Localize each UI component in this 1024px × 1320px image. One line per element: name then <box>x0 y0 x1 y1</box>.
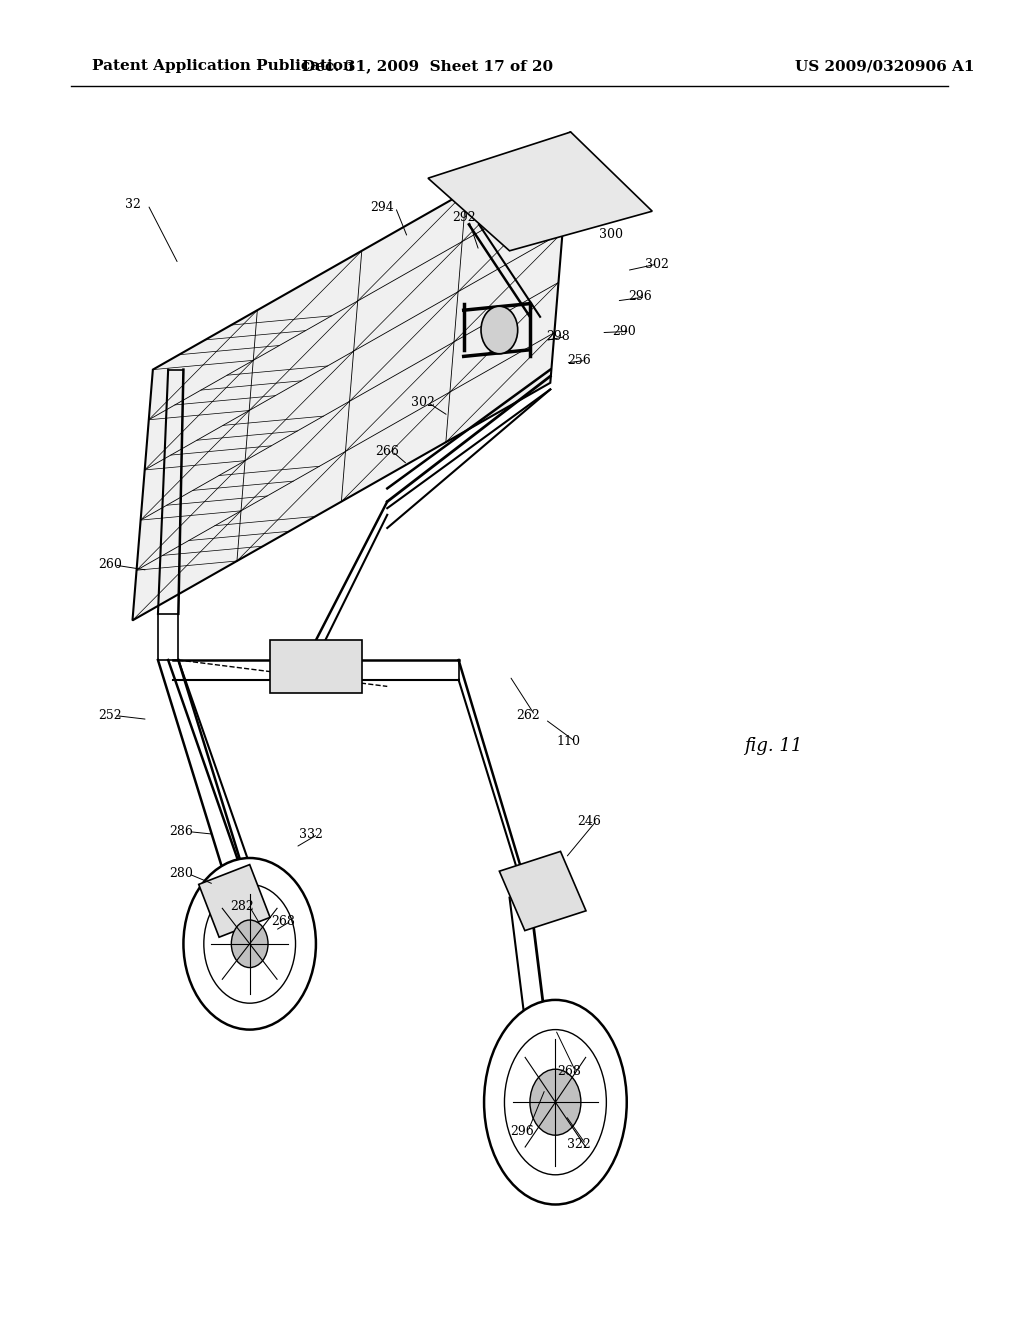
Text: 280: 280 <box>169 867 194 880</box>
Text: 298: 298 <box>547 330 570 343</box>
Text: Patent Application Publication: Patent Application Publication <box>92 59 353 74</box>
Circle shape <box>231 920 268 968</box>
Text: 302: 302 <box>645 257 670 271</box>
Ellipse shape <box>484 1001 627 1204</box>
Text: 266: 266 <box>376 445 399 458</box>
Text: 300: 300 <box>599 228 624 242</box>
Polygon shape <box>428 132 652 251</box>
Text: 322: 322 <box>567 1138 591 1151</box>
Polygon shape <box>132 132 570 620</box>
Text: 268: 268 <box>271 915 295 928</box>
Text: Dec. 31, 2009  Sheet 17 of 20: Dec. 31, 2009 Sheet 17 of 20 <box>302 59 554 74</box>
Text: 246: 246 <box>578 814 601 828</box>
Text: US 2009/0320906 A1: US 2009/0320906 A1 <box>795 59 975 74</box>
Text: 252: 252 <box>98 709 122 722</box>
Text: 332: 332 <box>299 828 323 841</box>
Circle shape <box>204 884 296 1003</box>
Text: 262: 262 <box>516 709 540 722</box>
Text: fig. 11: fig. 11 <box>744 737 803 755</box>
Text: 32: 32 <box>125 198 140 211</box>
Text: 296: 296 <box>510 1125 534 1138</box>
Polygon shape <box>270 640 361 693</box>
Text: 260: 260 <box>98 558 122 572</box>
Text: 282: 282 <box>230 900 254 913</box>
Text: 302: 302 <box>411 396 435 409</box>
Text: 292: 292 <box>452 211 475 224</box>
Polygon shape <box>199 865 270 937</box>
Text: 290: 290 <box>611 325 636 338</box>
Circle shape <box>481 306 518 354</box>
Text: 110: 110 <box>557 735 581 748</box>
Text: 256: 256 <box>567 354 591 367</box>
Circle shape <box>530 1069 581 1135</box>
Text: 296: 296 <box>628 290 652 304</box>
Ellipse shape <box>505 1030 606 1175</box>
Text: 294: 294 <box>371 201 394 214</box>
Text: 286: 286 <box>169 825 194 838</box>
Circle shape <box>183 858 316 1030</box>
Polygon shape <box>500 851 586 931</box>
Text: 268: 268 <box>557 1065 581 1078</box>
